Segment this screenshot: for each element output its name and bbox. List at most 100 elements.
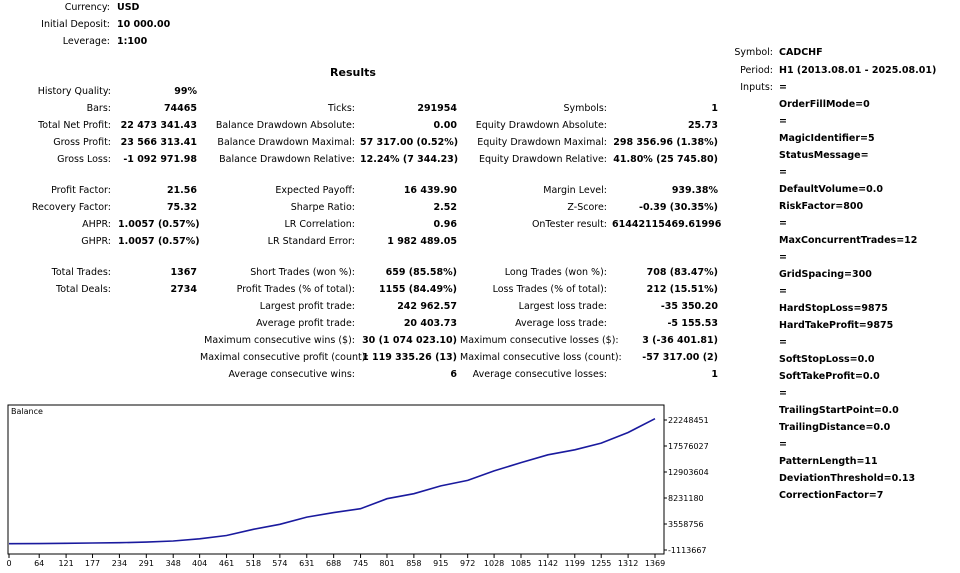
- stat-value: -0.39 (30.35%): [639, 202, 718, 213]
- stat-label: Gross Loss:: [57, 154, 111, 165]
- input-param: DeviationThreshold=0.13: [779, 473, 916, 484]
- input-param: =: [779, 388, 787, 399]
- input-param: CorrectionFactor=7: [779, 490, 884, 501]
- x-tick-label: 1142: [538, 559, 558, 568]
- stat-value: 1 982 489.05: [387, 236, 457, 247]
- x-tick-label: 1255: [591, 559, 611, 568]
- stat-label: Equity Drawdown Absolute:: [475, 120, 607, 131]
- stat-value: 23 566 313.41: [120, 137, 197, 148]
- stat-label: Margin Level:: [543, 185, 607, 196]
- stat-label: Loss Trades (% of total):: [492, 284, 607, 295]
- header-value: 1:100: [117, 36, 148, 47]
- stat-label: Equity Drawdown Relative:: [478, 154, 607, 165]
- stat-label: Equity Drawdown Maximal:: [477, 137, 607, 148]
- stat-label: Total Net Profit:: [38, 120, 111, 131]
- stat-value: -1 092 971.98: [123, 154, 197, 165]
- stat-value: 25.73: [687, 120, 718, 131]
- stat-label: Balance Drawdown Absolute:: [215, 120, 355, 131]
- stat-value: 20 403.73: [403, 318, 457, 329]
- stat-value: 74465: [163, 103, 197, 114]
- stat-value: -5 155.53: [667, 318, 718, 329]
- stat-value: -57 317.00 (2): [642, 352, 718, 363]
- symbol-label: Symbol:: [734, 47, 773, 58]
- stat-value: 61442115469.61996: [612, 219, 722, 230]
- inputs-label: Inputs:: [740, 82, 773, 93]
- stat-value: 1367: [170, 267, 197, 278]
- stat-label: Maximum consecutive wins ($):: [204, 335, 355, 346]
- input-param: TrailingStartPoint=0.0: [779, 405, 899, 416]
- stat-value: 99%: [174, 86, 197, 97]
- stat-value: 1: [711, 103, 718, 114]
- stat-label: AHPR:: [82, 219, 111, 230]
- x-tick-label: 291: [139, 559, 154, 568]
- stat-label: Profit Factor:: [51, 185, 111, 196]
- stat-label: Average consecutive losses:: [472, 369, 607, 380]
- stat-value: 0.00: [433, 120, 457, 131]
- stat-label: Recovery Factor:: [31, 202, 111, 213]
- y-tick-label: 12903604: [668, 468, 709, 477]
- input-param: =: [779, 167, 787, 178]
- x-tick-label: 972: [460, 559, 475, 568]
- header-value: 10 000.00: [117, 19, 171, 30]
- stat-label: History Quality:: [37, 86, 111, 97]
- x-tick-label: 688: [326, 559, 341, 568]
- stat-label: Short Trades (won %):: [250, 267, 355, 278]
- x-tick-label: 858: [406, 559, 421, 568]
- stat-value: 75.32: [166, 202, 197, 213]
- input-param: OrderFillMode=0: [779, 99, 870, 110]
- stat-value: 2734: [170, 284, 197, 295]
- input-param: =: [779, 116, 787, 127]
- x-tick-label: 915: [433, 559, 448, 568]
- x-tick-label: 404: [192, 559, 207, 568]
- stat-label: Gross Profit:: [53, 137, 111, 148]
- stat-label: LR Standard Error:: [267, 236, 355, 247]
- x-tick-label: 574: [272, 559, 287, 568]
- x-tick-label: 177: [85, 559, 100, 568]
- stat-value: 30 (1 074 023.10): [362, 335, 457, 346]
- x-tick-label: 121: [58, 559, 73, 568]
- input-param: GridSpacing=300: [779, 269, 872, 280]
- balance-line: [8, 417, 656, 545]
- stat-label: Largest loss trade:: [518, 301, 607, 312]
- stat-value: 1.0057 (0.57%): [118, 236, 200, 247]
- stat-value: 242 962.57: [397, 301, 457, 312]
- stat-value: 659 (85.58%): [385, 267, 457, 278]
- stat-label: Bars:: [86, 103, 111, 114]
- input-param: =: [779, 337, 787, 348]
- stat-label: GHPR:: [81, 236, 111, 247]
- symbol-value: CADCHF: [779, 47, 823, 58]
- x-tick-label: 1028: [484, 559, 504, 568]
- stat-label: Maximal consecutive profit (count):: [200, 352, 369, 363]
- x-tick-label: 348: [166, 559, 181, 568]
- x-tick-label: 631: [299, 559, 314, 568]
- stat-value: 22 473 341.43: [120, 120, 197, 131]
- input-param: RiskFactor=800: [779, 201, 864, 212]
- stat-value: 298 356.96 (1.38%): [613, 137, 718, 148]
- stat-label: Balance Drawdown Maximal:: [217, 137, 355, 148]
- input-param: StatusMessage=: [779, 150, 869, 161]
- stat-value: 2.52: [433, 202, 457, 213]
- y-axis: 22248451 17576027 12903604 8231180 3558756 -1…: [664, 416, 709, 555]
- header-value: USD: [117, 2, 140, 13]
- x-tick-label: 0: [6, 559, 11, 568]
- y-tick-label: 3558756: [668, 520, 704, 529]
- chart-frame: [7, 404, 665, 555]
- stat-value: 41.80% (25 745.80): [613, 154, 718, 165]
- stat-label: Maximum consecutive losses ($):: [460, 335, 619, 346]
- stat-value: 0.96: [433, 219, 457, 230]
- input-param: MagicIdentifier=5: [779, 133, 875, 144]
- input-param: HardStopLoss=9875: [779, 303, 888, 314]
- stat-label: Ticks:: [327, 103, 355, 114]
- x-tick-label: 745: [353, 559, 368, 568]
- stat-label: Profit Trades (% of total):: [236, 284, 355, 295]
- stat-label: Total Trades:: [51, 267, 111, 278]
- stat-label: OnTester result:: [531, 219, 607, 230]
- stat-value: 212 (15.51%): [646, 284, 718, 295]
- stat-label: Long Trades (won %):: [504, 267, 607, 278]
- input-param: SoftStopLoss=0.0: [779, 354, 875, 365]
- x-tick-label: 801: [379, 559, 394, 568]
- x-tick-label: 518: [246, 559, 261, 568]
- period-value: H1 (2013.08.01 - 2025.08.01): [779, 65, 937, 76]
- input-param: TrailingDistance=0.0: [779, 422, 891, 433]
